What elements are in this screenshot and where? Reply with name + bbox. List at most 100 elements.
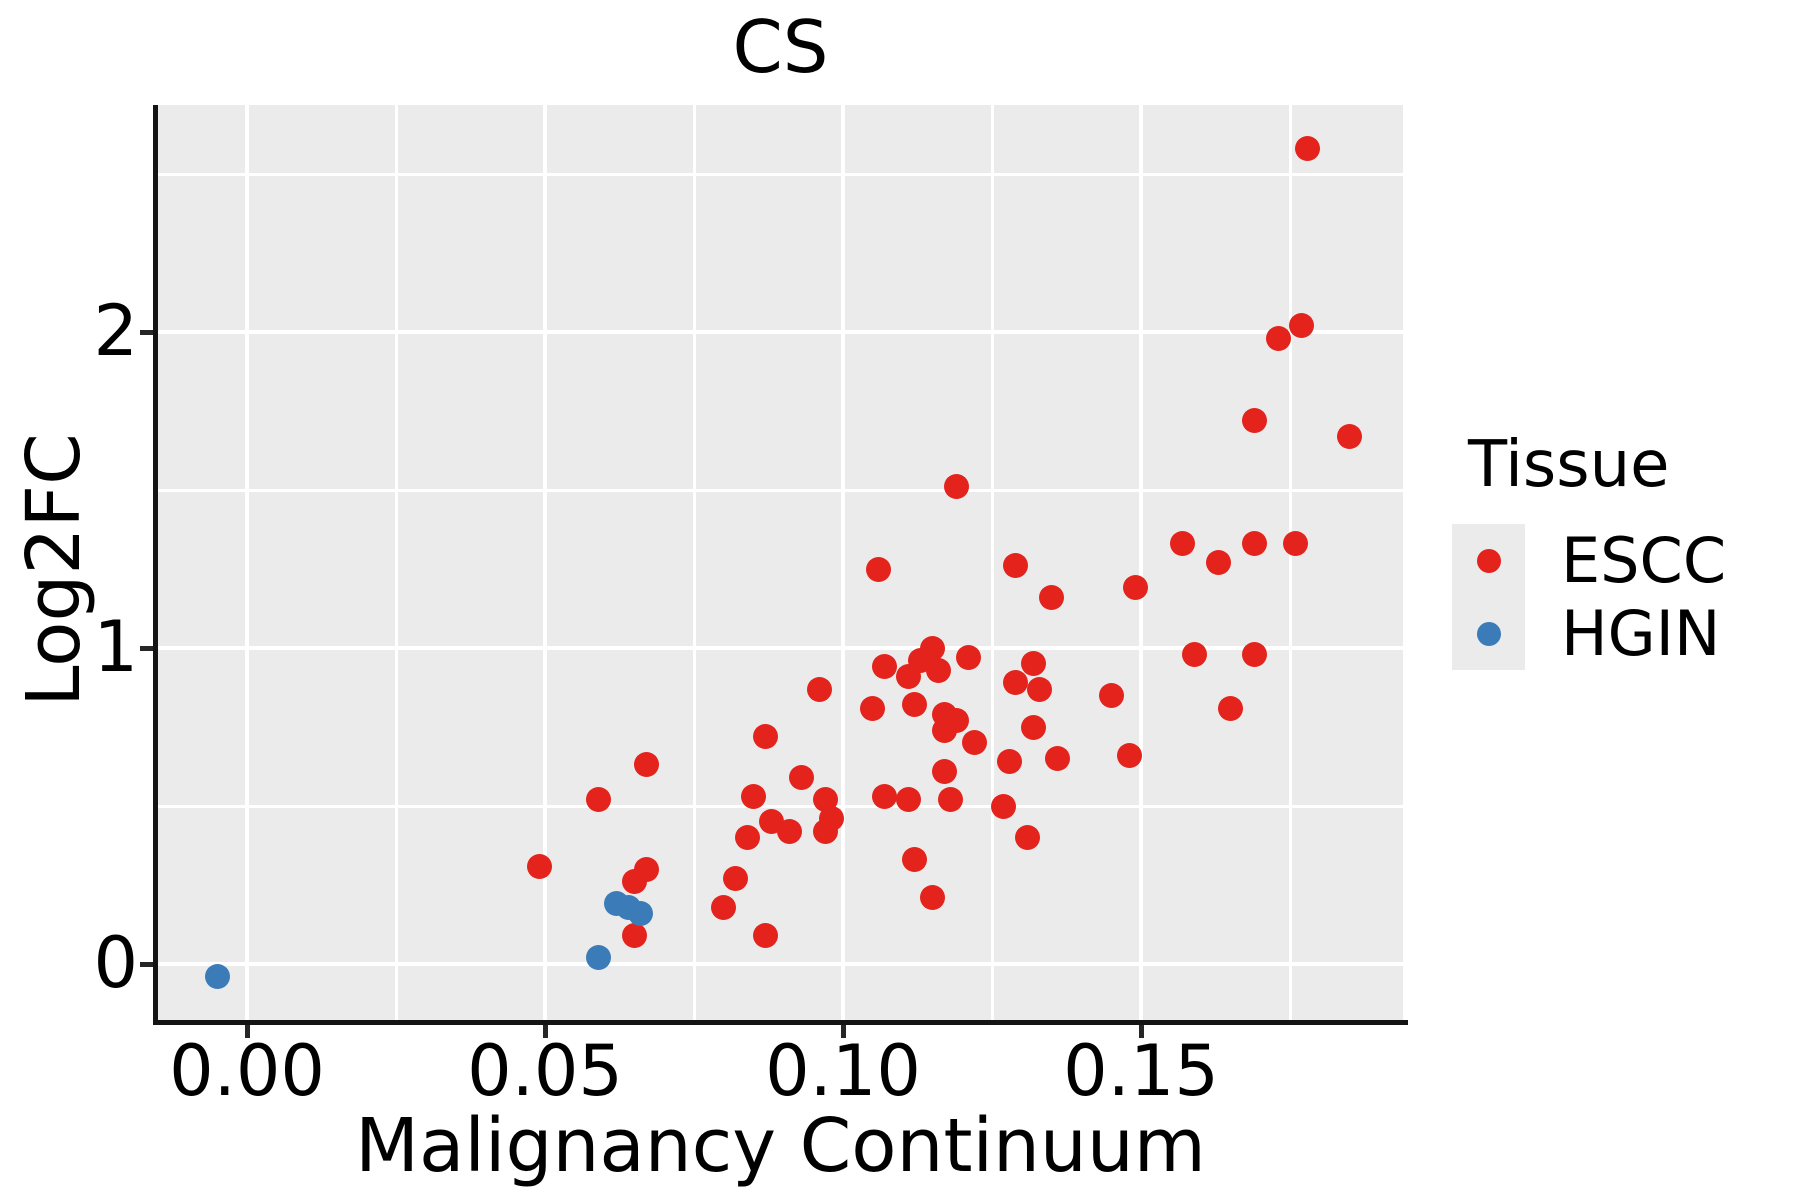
- x-tick-mark: [1138, 1025, 1144, 1038]
- data-point-escc: [896, 787, 922, 813]
- data-point-escc: [1241, 531, 1267, 557]
- data-point-escc: [1337, 423, 1363, 449]
- gridline-horizontal: [158, 962, 1403, 966]
- data-point-escc: [1265, 325, 1291, 351]
- data-point-escc: [735, 825, 761, 851]
- data-point-escc: [1021, 714, 1047, 740]
- data-point-escc: [902, 847, 928, 873]
- data-point-escc: [711, 894, 737, 920]
- data-point-escc: [860, 695, 886, 721]
- gridline-vertical: [990, 105, 994, 1020]
- gridline-horizontal: [158, 804, 1403, 808]
- data-point-hgin: [586, 945, 612, 971]
- plot-panel: [158, 105, 1403, 1020]
- data-point-escc: [1217, 695, 1243, 721]
- data-point-escc: [812, 818, 838, 844]
- data-point-escc: [943, 474, 969, 500]
- x-tick-label: 0.10: [765, 1030, 921, 1112]
- data-point-escc: [991, 793, 1017, 819]
- data-point-escc: [753, 723, 779, 749]
- legend: Tissue ESCC HGIN: [1452, 428, 1727, 671]
- gridline-horizontal: [158, 488, 1403, 492]
- data-point-escc: [925, 657, 951, 683]
- x-axis-title: Malignancy Continuum: [355, 1103, 1206, 1189]
- x-tick-label: 0.05: [467, 1030, 623, 1112]
- gridline-vertical: [245, 105, 249, 1020]
- x-tick-label: 0.00: [169, 1030, 325, 1112]
- gridline-vertical: [543, 105, 547, 1020]
- x-tick-mark: [840, 1025, 846, 1038]
- gridline-vertical: [1139, 105, 1143, 1020]
- data-point-escc: [1182, 641, 1208, 667]
- legend-entry-escc: ESCC: [1452, 523, 1727, 598]
- data-point-escc: [806, 676, 832, 702]
- x-tick-label: 0.15: [1063, 1030, 1219, 1112]
- legend-key-escc: [1452, 524, 1525, 598]
- data-point-escc: [788, 765, 814, 791]
- data-point-escc: [526, 853, 552, 879]
- data-point-escc: [1015, 825, 1041, 851]
- data-point-escc: [1045, 746, 1071, 772]
- legend-key-hgin: [1452, 597, 1525, 671]
- data-point-escc: [919, 635, 945, 661]
- data-point-escc: [997, 749, 1023, 775]
- data-point-escc: [1039, 584, 1065, 610]
- legend-label-hgin: HGIN: [1561, 596, 1721, 670]
- data-point-escc: [621, 923, 647, 949]
- data-point-escc: [723, 866, 749, 892]
- data-point-escc: [1021, 651, 1047, 677]
- data-point-escc: [872, 654, 898, 680]
- data-point-escc: [1241, 407, 1267, 433]
- gridline-horizontal: [158, 172, 1403, 176]
- plot-title: CS: [732, 5, 829, 89]
- data-point-hgin: [204, 964, 230, 990]
- gridline-vertical: [1288, 105, 1292, 1020]
- data-point-escc: [1003, 553, 1029, 579]
- data-point-escc: [1241, 641, 1267, 667]
- data-point-hgin: [627, 900, 653, 926]
- gridline-vertical: [394, 105, 398, 1020]
- gridline-vertical: [692, 105, 696, 1020]
- data-point-escc: [1205, 550, 1231, 576]
- data-point-escc: [1122, 575, 1148, 601]
- data-point-escc: [741, 784, 767, 810]
- gridline-vertical: [841, 105, 845, 1020]
- y-tick-mark: [140, 961, 153, 967]
- y-tick-label: 1: [93, 606, 138, 688]
- y-axis-line: [153, 105, 158, 1025]
- escc-dot-icon: [1476, 548, 1501, 573]
- data-point-escc: [1295, 136, 1321, 162]
- data-point-escc: [955, 644, 981, 670]
- data-point-escc: [872, 784, 898, 810]
- data-point-escc: [633, 856, 659, 882]
- y-tick-label: 0: [93, 922, 138, 1004]
- data-point-escc: [902, 692, 928, 718]
- data-point-escc: [1289, 313, 1315, 339]
- legend-label-escc: ESCC: [1561, 523, 1727, 597]
- data-point-escc: [753, 923, 779, 949]
- data-point-escc: [919, 885, 945, 911]
- data-point-escc: [961, 730, 987, 756]
- data-point-escc: [1170, 531, 1196, 557]
- hgin-dot-icon: [1476, 621, 1501, 646]
- data-point-escc: [931, 758, 957, 784]
- data-point-escc: [866, 556, 892, 582]
- data-point-escc: [937, 787, 963, 813]
- x-tick-mark: [542, 1025, 548, 1038]
- data-point-escc: [931, 717, 957, 743]
- y-tick-label: 2: [93, 290, 138, 372]
- data-point-escc: [586, 787, 612, 813]
- legend-entries: ESCC HGIN: [1452, 523, 1727, 671]
- data-point-escc: [1116, 742, 1142, 768]
- y-tick-mark: [140, 645, 153, 651]
- legend-title: Tissue: [1468, 428, 1670, 502]
- data-point-escc: [1027, 676, 1053, 702]
- y-axis-title: Log2FC: [11, 433, 97, 707]
- legend-entry-hgin: HGIN: [1452, 596, 1726, 671]
- x-axis-line: [153, 1020, 1408, 1025]
- data-point-escc: [776, 818, 802, 844]
- x-tick-mark: [244, 1025, 250, 1038]
- data-point-escc: [633, 752, 659, 778]
- data-point-escc: [1003, 670, 1029, 696]
